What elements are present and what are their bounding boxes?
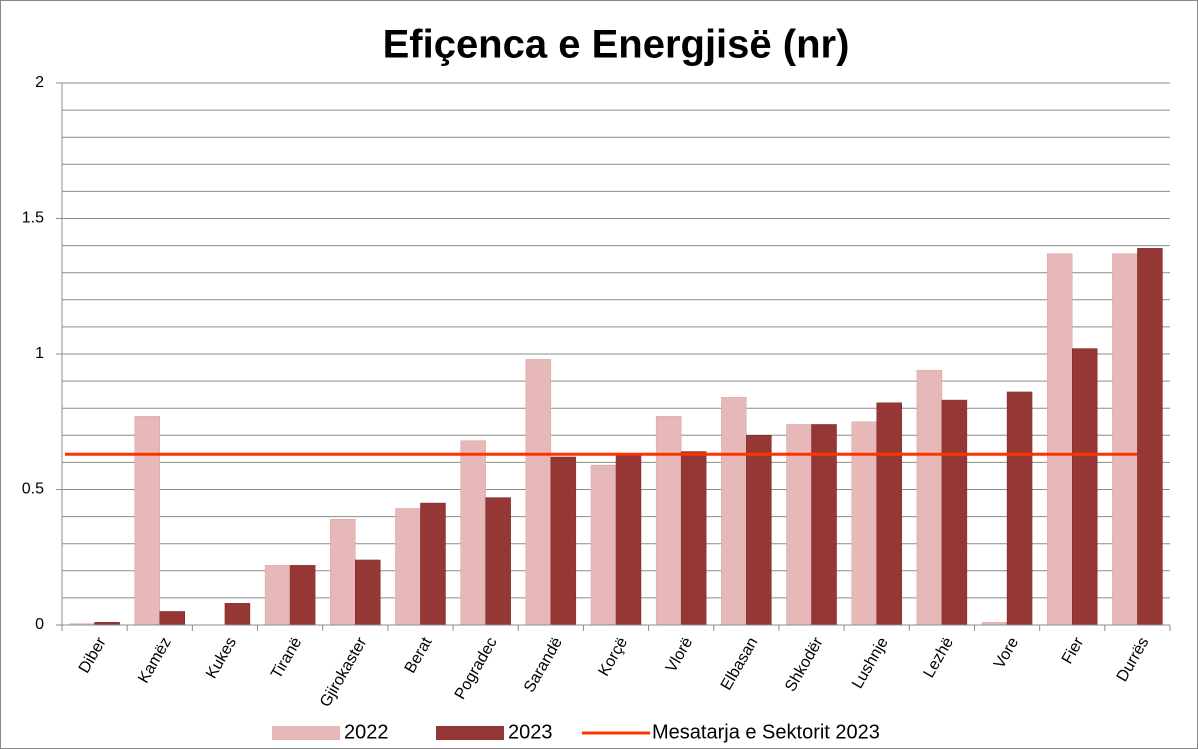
bar (916, 370, 943, 626)
bar (550, 456, 577, 626)
legend-label: 2023 (508, 721, 553, 743)
legend-swatch (436, 726, 504, 740)
y-tick-label: 1 (35, 345, 44, 362)
y-tick-label: 2 (35, 74, 44, 91)
bar (355, 559, 381, 626)
bar (525, 359, 552, 626)
bar (264, 565, 291, 626)
y-tick-label: 0 (35, 616, 44, 633)
bar (460, 440, 486, 626)
bar (330, 519, 356, 626)
bar (485, 497, 511, 626)
bar (851, 421, 877, 626)
bar (615, 454, 642, 626)
legend-label: Mesatarja e Sektorit 2023 (652, 721, 880, 743)
bar (786, 424, 812, 626)
bar (590, 464, 617, 626)
bar (224, 603, 251, 626)
bar (1137, 248, 1163, 626)
bar (420, 502, 446, 626)
bar (876, 402, 902, 626)
bar (941, 399, 968, 626)
bar (1112, 253, 1138, 626)
bar (289, 565, 316, 626)
bar (134, 416, 161, 626)
bar (1006, 391, 1033, 626)
y-tick-label: 1.5 (22, 210, 44, 227)
bar (811, 424, 837, 626)
legend-label: 2022 (344, 721, 389, 743)
bar (1071, 348, 1098, 626)
bar (159, 611, 186, 626)
bar (1046, 253, 1073, 626)
y-tick-label: 0.5 (22, 481, 44, 498)
legend-swatch (272, 726, 340, 740)
bar (655, 416, 682, 626)
bar (395, 508, 421, 626)
bar (680, 451, 707, 626)
chart-title: Efiçenca e Energjisë (nr) (383, 23, 850, 67)
bar (721, 397, 747, 626)
bar (746, 435, 772, 626)
